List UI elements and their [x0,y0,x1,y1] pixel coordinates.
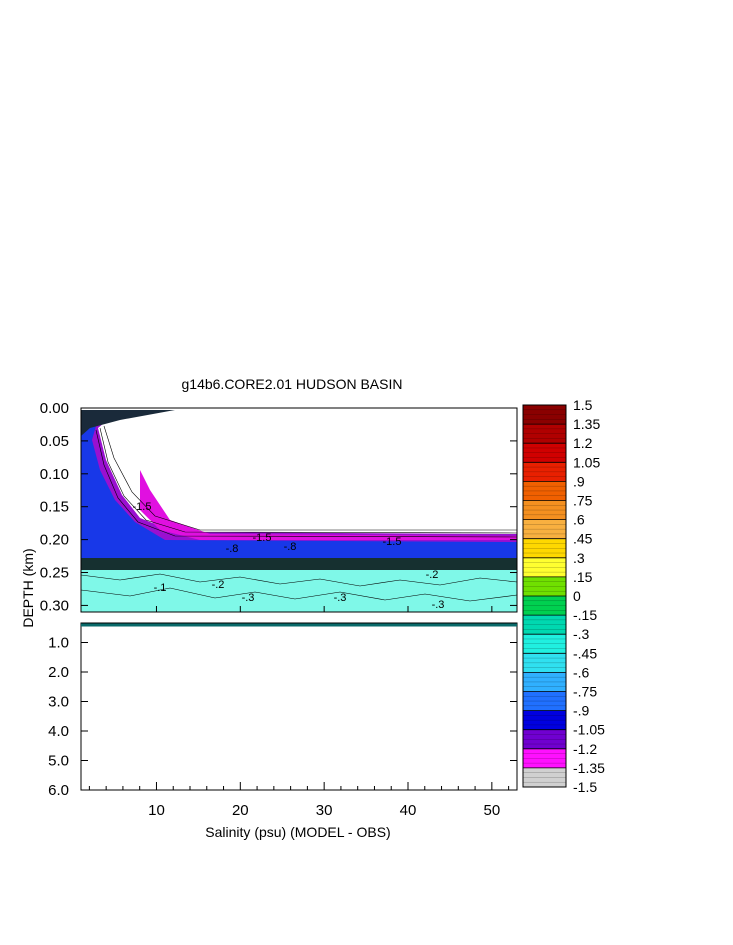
contour-lines [81,425,517,602]
x-tick-label: 10 [148,802,165,819]
colorbar-label: 0 [573,588,581,604]
y-tick-label: 0.10 [40,466,69,483]
upper-panel-frame [80,407,518,613]
contour-label: -.8 [284,541,297,553]
colorbar-label: -.9 [573,703,590,719]
x-tick-label: 50 [484,802,501,819]
x-tick-label: 20 [232,802,249,819]
colorbar: 1.5 1.35 1.2 1.05 .9 .75 .6 .45 .3 .15 0 -.15 -.3 -.4… [522,397,605,795]
contour-label: -1.5 [383,536,402,548]
contour-line [103,425,517,531]
lower-panel-frame [80,622,518,791]
y-tick-label: 4.0 [48,723,69,740]
colorbar-label: .6 [573,512,585,528]
contour-labels: -1.5 -1.5 -1.5 -.8 -.8 -.2 -.3 -.3 -.3 -.1 -.2 [133,501,445,611]
colorbar-label: .45 [573,531,593,547]
y-tick-label: 5.0 [48,753,69,770]
colorbar-label: -1.2 [573,741,597,757]
y-tick-label: 2.0 [48,664,69,681]
anomaly-band-magenta [140,470,517,540]
anomaly-band-blue [81,420,517,558]
colorbar-label: .3 [573,550,585,566]
colorbar-label: -1.5 [573,779,597,795]
y-tick-label: 0.25 [40,565,69,582]
contour-label: -.8 [226,543,239,555]
contour-label: -.3 [334,592,347,604]
contour-line [81,587,517,602]
colorbar-label: 1.05 [573,454,600,470]
colorbar-label: 1.2 [573,435,593,451]
colorbar-label: -.3 [573,626,590,642]
x-axis-label: Salinity (psu) (MODEL - OBS) [205,824,390,840]
colorbar-label: -.75 [573,684,597,700]
colorbar-label: 1.5 [573,397,593,413]
dark-layer [81,558,517,570]
colorbar-label: -1.05 [573,722,605,738]
y-tick-label: 0.30 [40,597,69,614]
contour-line [99,427,517,534]
colorbar-label: -.6 [573,664,590,680]
y-tick-label: 0.15 [40,499,69,516]
contour-label: -1.5 [253,532,272,544]
chart-title: g14b6.CORE2.01 HUDSON BASIN [182,376,403,392]
contour-label: -.2 [426,569,439,581]
y-axis-lower: 1.0 2.0 3.0 4.0 5.0 6.0 [48,635,517,799]
near-surface-band [81,410,175,436]
y-tick-label: 0.20 [40,532,69,549]
contour-label: -.1 [154,582,167,594]
colorbar-label: -.15 [573,607,597,623]
colorbar-label: -1.35 [573,760,605,776]
x-tick-label: 30 [316,802,333,819]
colorbar-label: 1.35 [573,416,600,432]
contour-line [95,429,517,538]
y-tick-label: 0.00 [40,400,69,417]
contour-label: -1.5 [133,501,152,513]
upper-panel [81,410,517,612]
contour-label: -.3 [242,592,255,604]
y-tick-label: 1.0 [48,635,69,652]
colorbar-label: -.45 [573,645,597,661]
contour-label: -.2 [212,579,225,591]
y-axis-label: DEPTH (km) [20,548,36,627]
colorbar-label: .75 [573,493,593,509]
y-tick-label: 6.0 [48,782,69,799]
colorbar-label: .15 [573,569,593,585]
y-tick-label: 3.0 [48,694,69,711]
x-axis: 10 20 30 40 50 [88,606,510,819]
y-axis-upper: 0.00 0.05 0.10 0.15 0.20 0.25 0.30 [40,400,517,614]
x-tick-label: 40 [400,802,417,819]
contour-line [81,573,517,587]
contour-label: -.3 [432,599,445,611]
y-tick-label: 0.05 [40,433,69,450]
colorbar-label: .9 [573,473,585,489]
